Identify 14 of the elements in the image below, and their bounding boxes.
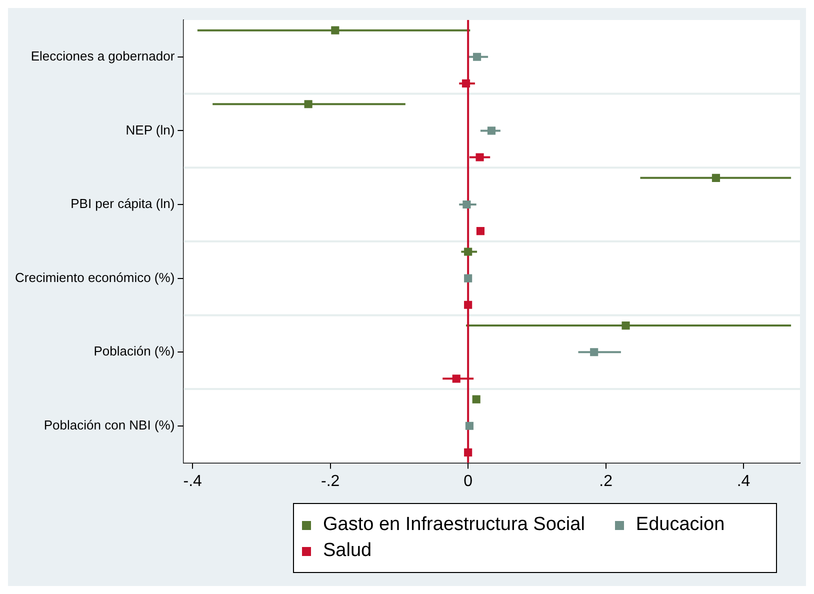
y-tick-label: Elecciones a gobernador [30,48,176,64]
legend-label: Educacion [636,514,725,536]
x-tick-label: 0 [464,472,473,490]
y-tick-label: Población con NBI (%) [44,417,175,432]
y-tick-label: Crecimiento económico (%) [14,270,175,285]
legend-label: Gasto en Infraestructura Social [323,514,585,536]
legend-label: Salud [323,540,372,562]
y-tick-label: PBI per cápita (ln) [70,196,175,212]
y-tick-label: NEP (ln) [126,122,175,138]
x-tick-label: -.2 [321,472,340,490]
x-tick-label: .4 [736,472,750,490]
x-tick-label: -.4 [183,472,202,490]
y-tick-label: Población (%) [94,344,175,359]
x-tick-label: .2 [599,472,613,490]
